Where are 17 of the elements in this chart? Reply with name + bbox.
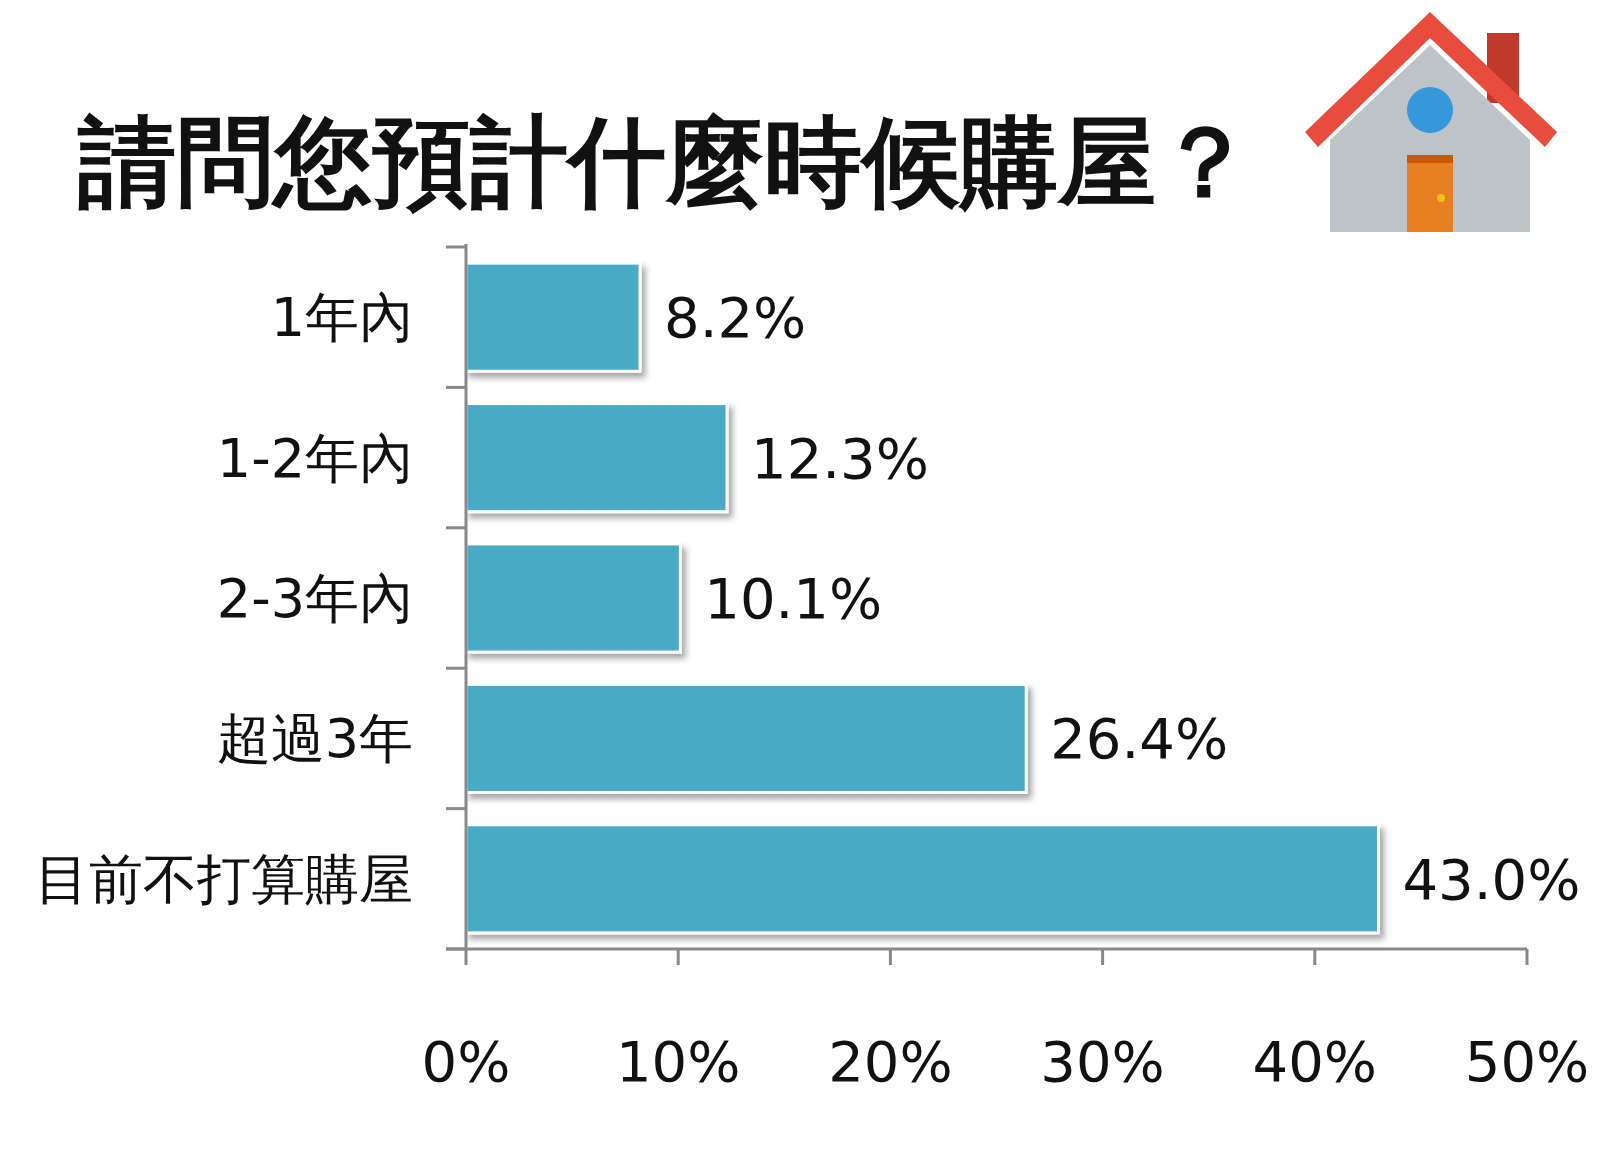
x-tick-label: 30% [1040, 1029, 1165, 1094]
y-tick-label: 1-2年內 [216, 426, 413, 490]
y-tick-label: 2-3年內 [216, 567, 413, 630]
y-tick-label: 目前不打算購屋 [35, 847, 413, 911]
x-tick-label: 0% [421, 1029, 511, 1094]
x-tick-label: 40% [1252, 1029, 1378, 1094]
x-tick-label: 50% [1464, 1029, 1590, 1094]
data-label: 43.0% [1402, 846, 1581, 912]
chart-title: 請問您預計什麼時候購屋？ [77, 104, 1254, 219]
data-label: 26.4% [1050, 706, 1229, 772]
data-label: 8.2% [664, 285, 807, 351]
data-label: 12.3% [751, 425, 929, 491]
data-label: 10.1% [704, 566, 883, 631]
y-tick-label: 1年內 [270, 286, 413, 350]
x-tick-label: 10% [615, 1029, 741, 1094]
y-tick-label: 超過3年 [216, 707, 413, 771]
x-tick-label: 20% [828, 1029, 953, 1094]
